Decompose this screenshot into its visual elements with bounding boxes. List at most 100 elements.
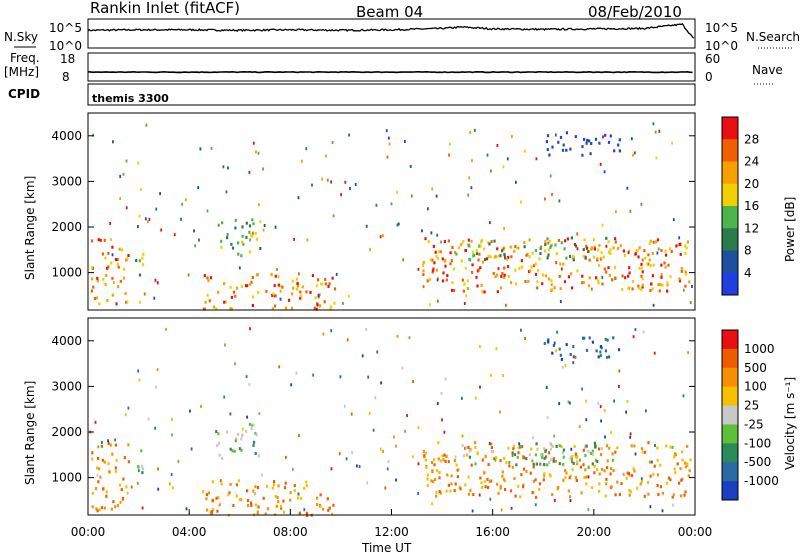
range-gate-cell [522, 485, 525, 489]
range-gate-cell [379, 447, 382, 451]
range-gate-cell [590, 287, 593, 291]
range-gate-cell [661, 283, 664, 287]
range-gate-cell [603, 170, 606, 174]
range-gate-cell [599, 354, 602, 358]
range-gate-cell [142, 252, 145, 256]
freq-unit: [MHz] [4, 65, 39, 79]
range-gate-cell [544, 455, 548, 459]
range-gate-cell [501, 272, 504, 275]
range-gate-cell [560, 445, 563, 449]
range-gate-cell [661, 491, 664, 495]
range-gate-cell [496, 290, 499, 294]
range-gate-cell [105, 274, 108, 277]
range-gate-cell [528, 238, 531, 242]
range-gate-cell [216, 509, 219, 513]
cpid-value: themis 3300 [92, 92, 169, 105]
colorbar-swatch [722, 405, 738, 425]
range-gate-cell [641, 277, 644, 281]
range-gate-cell [102, 277, 105, 281]
range-gate-cell [478, 252, 481, 256]
range-gate-cell [574, 452, 577, 456]
range-gate-cell [227, 166, 229, 170]
range-gate-cell [474, 446, 477, 449]
range-gate-cell [329, 307, 332, 311]
range-gate-cell [322, 332, 325, 336]
freq-label: Freq. [10, 51, 40, 65]
range-gate-cell [319, 493, 322, 497]
range-gate-cell [291, 279, 294, 283]
range-gate-cell [548, 153, 551, 157]
range-gate-cell [573, 243, 577, 246]
range-gate-cell [96, 279, 99, 283]
range-gate-cell [501, 474, 504, 478]
range-gate-cell [235, 437, 238, 441]
range-gate-cell [245, 235, 248, 239]
range-gate-cell [237, 252, 240, 256]
range-gate-cell [503, 227, 505, 231]
range-gate-cell [500, 508, 503, 512]
range-gate-cell [443, 430, 446, 434]
range-gate-cell [593, 464, 596, 468]
range-gate-cell [112, 500, 115, 504]
range-gate-cell [585, 418, 588, 422]
range-gate-cell [471, 263, 474, 267]
range-gate-cell [190, 447, 193, 451]
range-gate-cell [450, 288, 454, 292]
freq-strip: Freq. [MHz] 18 8 60 0 Nave [4, 51, 783, 85]
range-gate-cell [501, 470, 504, 474]
range-gate-cell [485, 257, 489, 261]
range-gate-cell [652, 303, 655, 307]
range-gate-cell [293, 489, 296, 493]
range-gate-cell [596, 460, 599, 463]
range-gate-cell [562, 262, 565, 266]
range-gate-cell [250, 427, 253, 431]
range-gate-cell [552, 457, 555, 461]
range-gate-cell [107, 441, 110, 445]
range-gate-cell [488, 480, 491, 483]
range-gate-cell [290, 306, 294, 310]
range-gate-cell [432, 244, 435, 248]
range-gate-cell [124, 292, 127, 296]
range-gate-cell [691, 285, 693, 288]
range-gate-cell [107, 439, 109, 443]
range-gate-cell [507, 275, 510, 278]
range-gate-cell [444, 460, 447, 463]
range-gate-cell [140, 187, 142, 191]
range-gate-cell [97, 457, 100, 460]
range-gate-cell [292, 286, 295, 290]
range-gate-cell [641, 450, 644, 454]
range-gate-cell [171, 417, 173, 421]
range-gate-cell [340, 193, 342, 197]
range-gate-cell [91, 277, 94, 281]
range-gate-cell [380, 381, 382, 385]
range-gate-cell [588, 139, 591, 143]
range-gate-cell [324, 277, 327, 281]
range-gate-cell [303, 508, 306, 512]
range-gate-cell [273, 480, 276, 484]
range-gate-cell [674, 471, 677, 475]
range-gate-cell [551, 444, 554, 448]
range-gate-cell [582, 254, 585, 258]
range-gate-cell [532, 436, 534, 440]
range-gate-cell [313, 306, 316, 310]
range-gate-cell [224, 300, 227, 304]
range-gate-cell [454, 482, 457, 486]
range-gate-cell [461, 444, 464, 448]
range-gate-cell [288, 298, 291, 302]
range-gate-cell [589, 152, 592, 156]
range-gate-cell [686, 462, 689, 466]
range-gate-cell [680, 266, 683, 270]
range-gate-cell [251, 276, 254, 279]
range-gate-cell [475, 252, 479, 256]
range-gate-cell [449, 251, 452, 255]
range-gate-cell [643, 494, 646, 498]
range-gate-cell [155, 385, 157, 389]
range-gate-cell [303, 486, 306, 490]
range-gate-cell [490, 373, 492, 377]
range-gate-cell [274, 225, 277, 229]
range-gate-cell [463, 282, 466, 286]
range-gate-cell [673, 452, 677, 456]
range-gate-cell [430, 231, 433, 235]
range-gate-cell [543, 472, 546, 476]
range-gate-cell [520, 473, 523, 477]
